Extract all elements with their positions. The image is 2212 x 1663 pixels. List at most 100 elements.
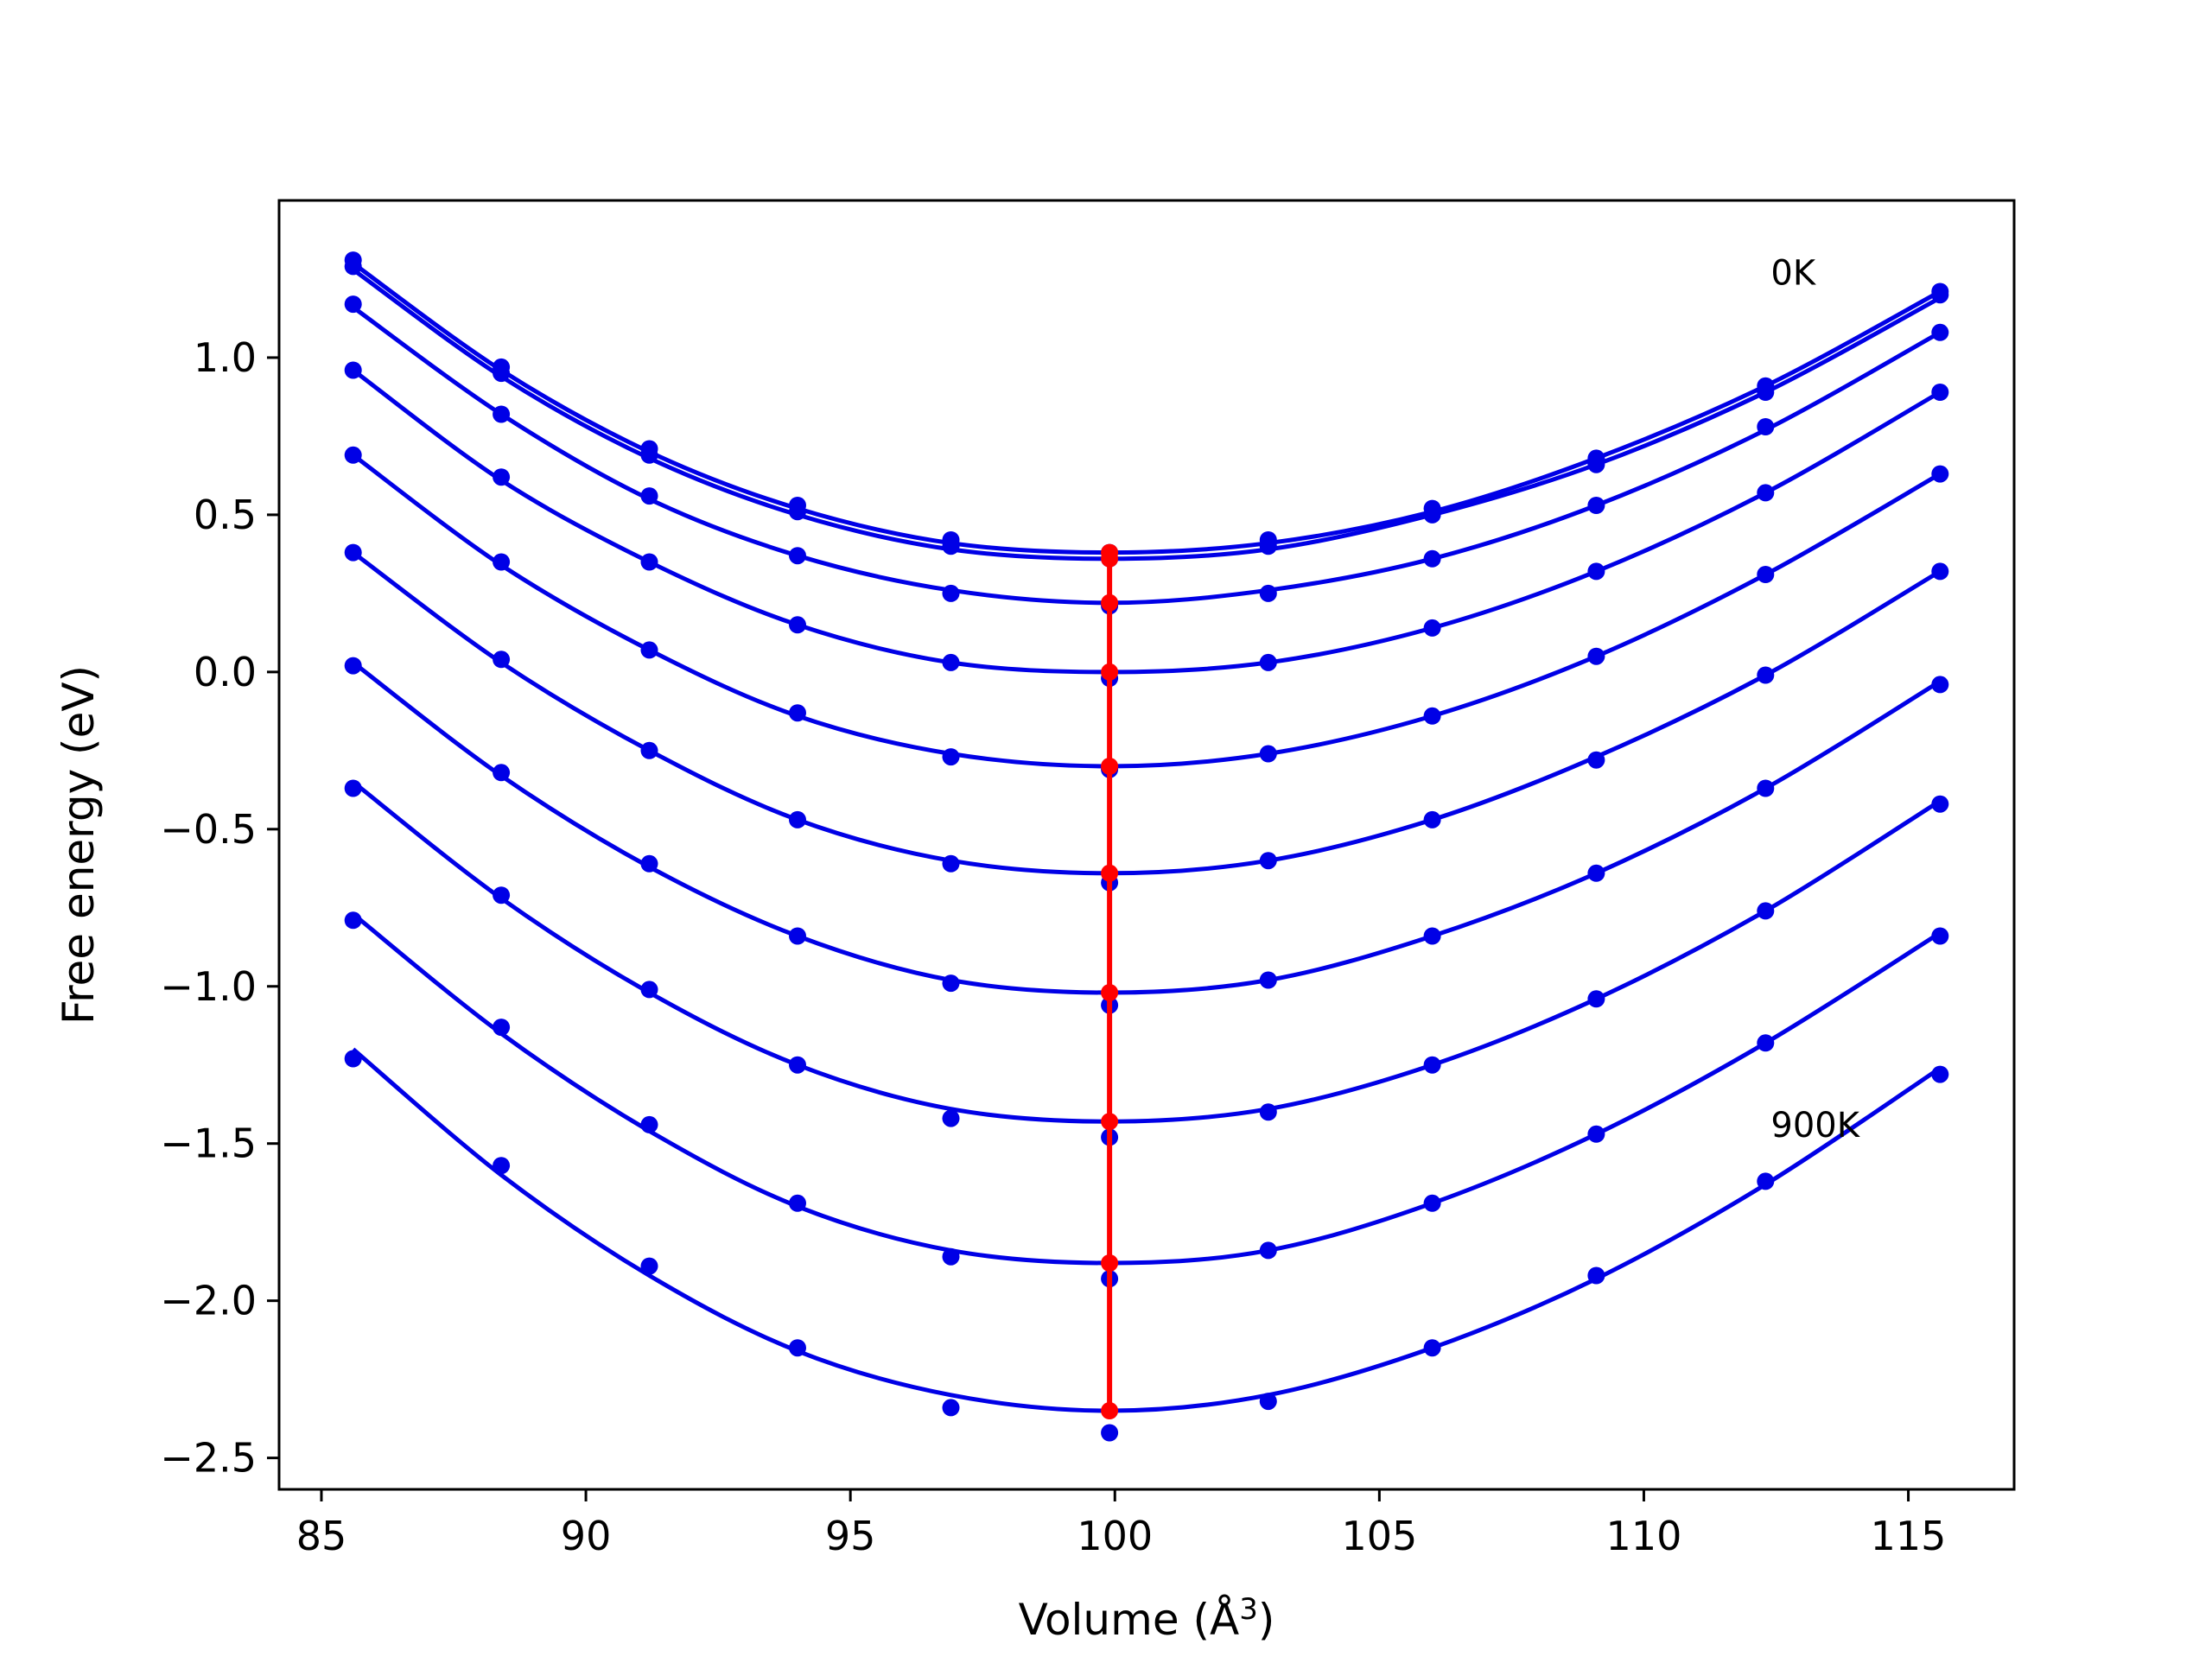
data-point-4-9 [1757,566,1775,583]
data-point-7-3 [789,1056,806,1074]
data-point-5-10 [1931,562,1949,581]
y-tick-label-4: −0.5 [160,806,257,853]
data-point-2-9 [1757,418,1775,435]
data-point-4-7 [1423,707,1441,725]
data-point-6-9 [1757,779,1775,797]
minimum-point-1 [1101,549,1119,568]
data-point-6-4 [942,974,960,993]
minimum-point-2 [1101,593,1119,612]
data-point-5-9 [1757,666,1775,684]
data-point-3-9 [1757,484,1775,502]
data-point-5-8 [1587,751,1605,769]
data-point-9-9 [1757,1172,1775,1190]
data-point-8-6 [1259,1241,1277,1260]
data-point-1-4 [942,537,960,555]
data-point-4-6 [1259,745,1277,763]
x-tick-label-95: 95 [825,1513,876,1559]
data-point-8-2 [640,1115,658,1133]
minimum-point-9 [1101,1402,1119,1419]
x-tick-label-115: 115 [1871,1513,1947,1559]
data-point-3-7 [1423,619,1441,637]
data-point-3-4 [942,653,960,671]
data-point-4-10 [1931,465,1949,483]
data-point-5-3 [789,810,806,828]
data-point-2-6 [1259,584,1277,602]
data-point-2-2 [640,487,658,505]
data-point-9-4 [942,1399,960,1417]
data-point-6-2 [640,854,658,873]
y-tick-label-7: 1.0 [194,334,257,381]
data-point-6-6 [1259,971,1277,989]
y-tick-label-3: −1.0 [160,963,257,1010]
data-point-9-10 [1931,1065,1949,1083]
minimum-point-4 [1101,758,1119,775]
plot-frame [277,199,2016,1491]
minimum-point-5 [1101,864,1119,882]
data-point-4-2 [640,641,658,659]
annotation-0: 0K [1770,254,1816,294]
data-point-6-1 [493,764,511,782]
data-point-5-0 [344,543,362,562]
data-point-9-1 [493,1157,511,1175]
plot-area [344,251,1949,1442]
data-point-1-3 [789,503,806,521]
data-point-9-6 [1259,1393,1277,1411]
x-tick-label-90: 90 [561,1513,612,1559]
y-tick-label-0: −2.5 [160,1435,257,1482]
data-point-6-10 [1931,676,1949,694]
minimum-point-7 [1101,1113,1119,1131]
data-point-8-1 [493,1019,511,1037]
data-point-8-9 [1757,1034,1775,1052]
data-point-7-4 [942,1109,960,1127]
data-point-8-10 [1931,927,1949,945]
data-point-4-1 [493,553,511,571]
data-point-9-3 [789,1339,806,1357]
data-point-5-4 [942,854,960,873]
data-point-7-0 [344,779,362,797]
data-point-9-7 [1423,1339,1441,1357]
data-point-6-8 [1587,864,1605,882]
data-point-3-0 [344,361,362,379]
data-point-5-2 [640,741,658,759]
data-point-8-4 [942,1247,960,1266]
data-point-1-0 [344,257,362,276]
data-point-3-2 [640,553,658,571]
x-tick-label-105: 105 [1341,1513,1417,1559]
data-point-9-0 [344,1050,362,1068]
data-point-7-8 [1587,990,1605,1008]
data-point-1-7 [1423,505,1441,524]
minimum-point-6 [1101,984,1119,1001]
y-tick-label-2: −1.5 [160,1120,257,1167]
data-point-2-8 [1587,497,1605,514]
y-axis: −2.5 −2.0 −1.5 −1.0 −0.5 0.0 0.5 1.0 [160,334,279,1482]
data-point-1-2 [640,446,658,464]
data-point-9-2 [640,1257,658,1275]
data-point-7-10 [1931,795,1949,813]
data-point-7-2 [640,981,658,999]
data-point-2-1 [493,405,511,423]
minimum-point-3 [1101,663,1119,681]
data-point-1-10 [1931,286,1949,304]
y-tick-label-6: 0.5 [194,492,257,538]
data-point-8-0 [344,911,362,930]
x-tick-label-85: 85 [296,1513,347,1559]
y-tick-label-5: 0.0 [194,649,257,695]
data-point-4-0 [344,446,362,464]
data-point-1-1 [493,365,511,383]
minimum-point-8 [1101,1254,1119,1272]
data-point-3-6 [1259,653,1277,671]
data-point-1-8 [1587,455,1605,473]
data-point-7-7 [1423,1056,1441,1074]
data-point-8-7 [1423,1194,1441,1212]
data-point-4-4 [942,748,960,766]
x-axis-label: Volume (Å3) [1019,1592,1275,1645]
data-point-9-5 [1101,1424,1119,1442]
data-point-2-0 [344,295,362,314]
data-point-2-7 [1423,549,1441,568]
data-point-3-8 [1587,562,1605,581]
y-axis-label: Free energy (eV) [54,665,104,1025]
data-point-8-8 [1587,1125,1605,1143]
data-point-7-9 [1757,902,1775,920]
data-point-5-6 [1259,852,1277,870]
